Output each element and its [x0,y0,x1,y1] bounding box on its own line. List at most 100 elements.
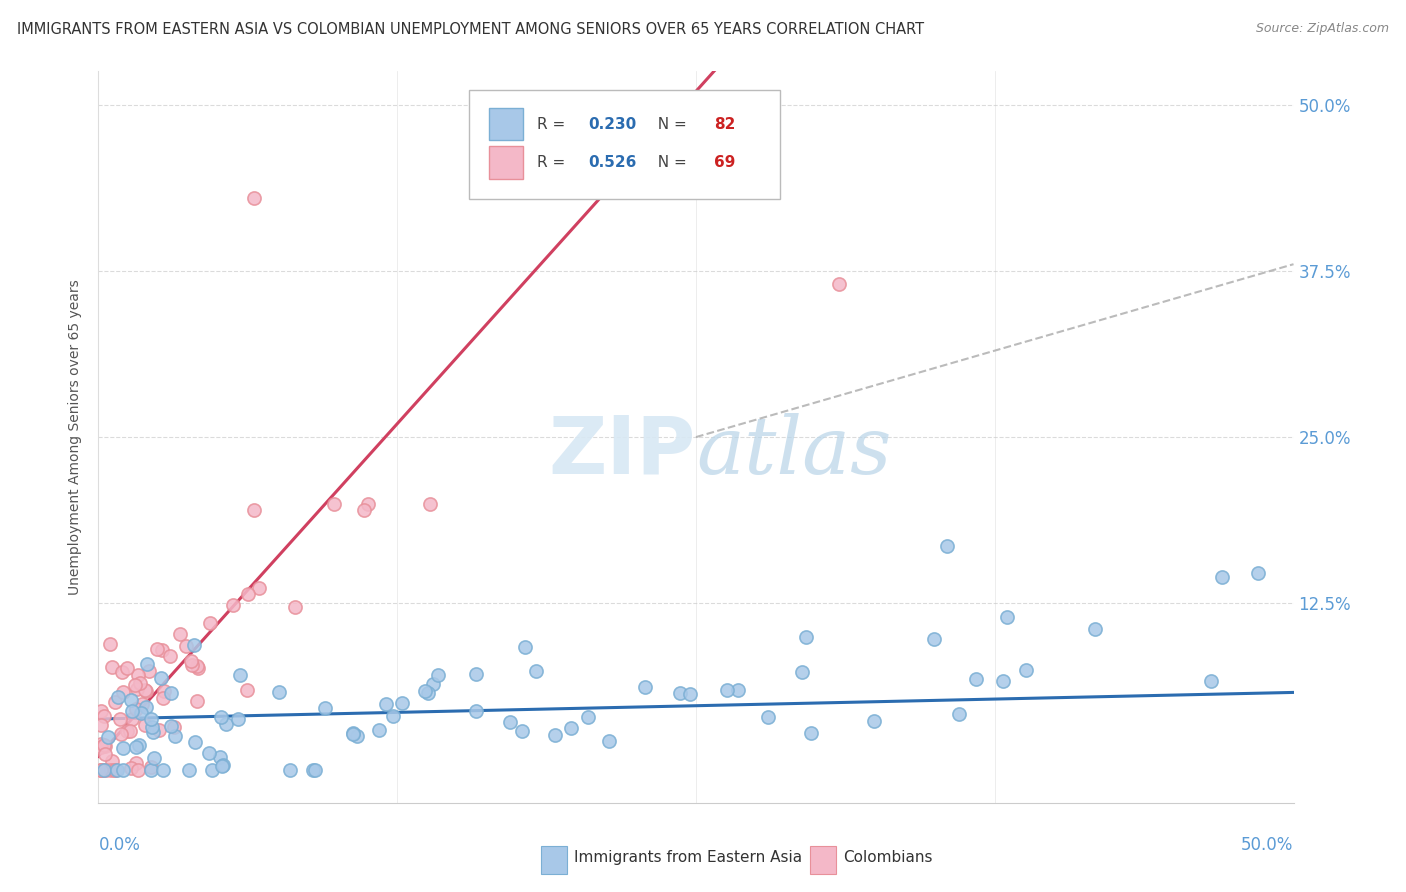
Point [141,720,163,734]
Point [125,756,148,770]
Text: 0.0%: 0.0% [98,836,141,854]
Point [142,750,165,764]
Point [238,587,260,601]
Point [208,750,231,764]
Point [215,716,238,731]
Point [634,681,657,695]
Text: Colombians: Colombians [844,850,932,865]
Point [1201,674,1223,689]
Point [104,695,127,709]
Text: IMMIGRANTS FROM EASTERN ASIA VS COLOMBIAN UNEMPLOYMENT AMONG SENIORS OVER 65 YEA: IMMIGRANTS FROM EASTERN ASIA VS COLOMBIA… [17,22,924,37]
Point [284,600,307,615]
Point [104,763,127,777]
Point [304,763,326,777]
Point [790,665,813,679]
Point [121,704,143,718]
Point [128,738,150,752]
Point [120,693,142,707]
Point [127,667,149,681]
Point [180,654,202,668]
Point [136,657,159,672]
Point [515,640,537,655]
Point [236,683,259,698]
Point [598,734,620,748]
Point [91,763,114,777]
Point [177,763,200,777]
Text: R =: R = [537,155,571,170]
Point [120,761,142,775]
Point [134,682,156,697]
Point [357,497,380,511]
Point [465,666,488,681]
Point [828,277,851,292]
Point [124,702,146,716]
Point [186,658,208,673]
Point [101,754,124,768]
Point [100,637,122,651]
Point [152,763,174,777]
Bar [489,146,523,179]
Point [212,758,235,772]
Point [302,763,325,777]
Point [222,599,245,613]
Point [1247,566,1270,580]
Point [247,581,270,595]
Point [323,497,346,511]
Point [922,632,945,647]
Point [146,642,169,657]
Point [134,718,156,732]
Point [198,615,221,630]
Point [124,678,146,692]
Point [90,737,112,751]
Point [995,609,1018,624]
Point [120,723,142,738]
Y-axis label: Unemployment Among Seniors over 65 years: Unemployment Among Seniors over 65 years [69,279,83,595]
Point [131,697,153,711]
Point [148,723,170,737]
Point [374,697,396,711]
Point [101,660,124,674]
Text: Immigrants from Eastern Asia: Immigrants from Eastern Asia [574,850,803,865]
Point [669,686,692,700]
Point [198,746,221,760]
Point [163,720,186,734]
Text: 50.0%: 50.0% [1241,836,1294,854]
Point [96,763,118,777]
Point [465,704,488,718]
Point [800,726,823,740]
Text: 0.230: 0.230 [589,117,637,131]
Point [201,763,224,777]
Point [93,747,115,761]
Point [105,763,128,777]
Point [90,763,112,777]
Point [209,710,232,724]
Point [112,763,135,777]
Point [135,684,157,698]
Text: ZIP: ZIP [548,413,696,491]
Point [381,709,404,723]
Point [679,687,702,701]
Point [94,739,117,754]
Text: R =: R = [537,117,571,131]
Point [90,763,112,777]
Point [174,639,197,653]
Point [160,719,183,733]
Point [391,696,413,710]
Point [111,741,134,756]
Point [346,729,368,743]
Point [115,724,138,739]
Text: 82: 82 [714,117,735,131]
Point [100,763,122,777]
Point [139,760,162,774]
Point [342,727,364,741]
Point [183,638,205,652]
Point [187,661,209,675]
Point [90,763,112,777]
Point [576,710,599,724]
Point [142,725,165,739]
Point [150,671,173,685]
Point [152,691,174,706]
Point [97,730,120,744]
Point [138,664,160,678]
Text: N =: N = [648,117,692,131]
